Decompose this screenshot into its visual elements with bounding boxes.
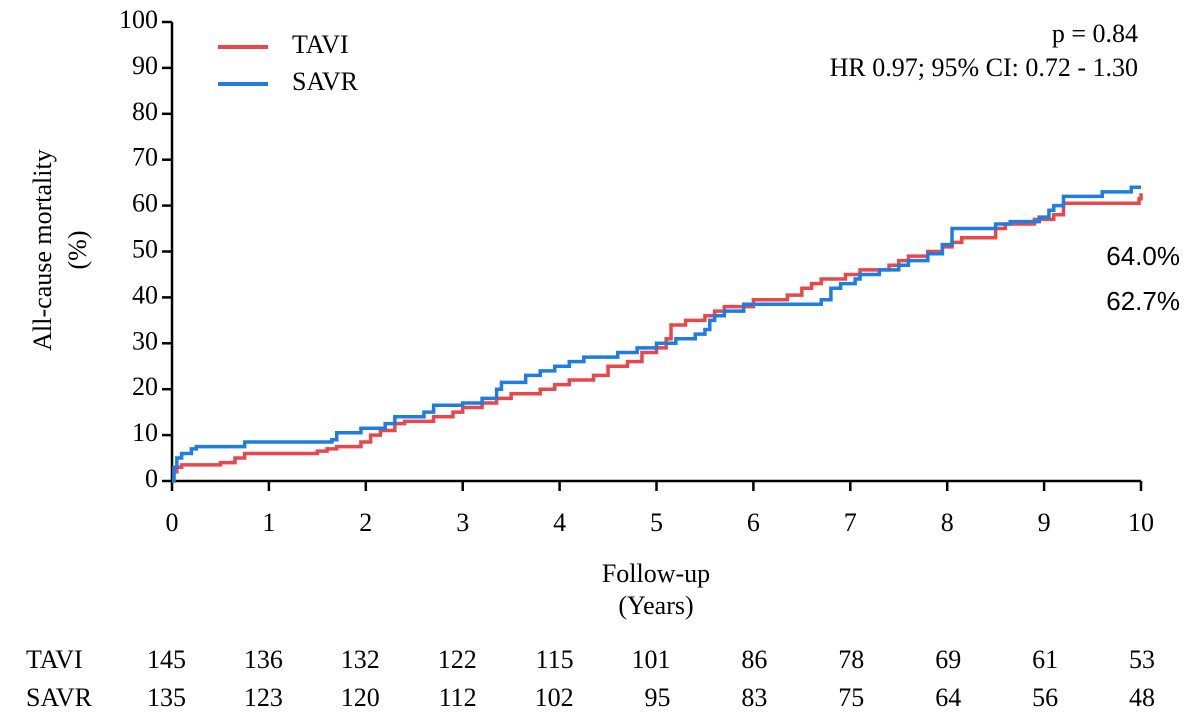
x-tick-label: 0 [166,508,179,537]
x-tick-label: 8 [941,508,954,537]
legend-label: SAVR [292,67,359,96]
km-curve [172,185,1141,483]
risk-count: 61 [1032,645,1058,674]
y-axis-label: All-cause mortality [28,149,57,350]
y-tick-label: 20 [132,372,158,401]
y-tick-label: 10 [132,418,158,447]
risk-row-label: SAVR [26,683,93,712]
risk-count: 53 [1129,645,1155,674]
x-tick-label: 3 [456,508,469,537]
risk-count: 135 [147,683,186,712]
risk-count: 132 [341,645,380,674]
x-tick-label: 1 [262,508,275,537]
end-label: 64.0% [1106,241,1180,271]
y-axis-label: (%) [63,231,92,270]
risk-count: 86 [741,645,767,674]
x-tick-label: 9 [1038,508,1051,537]
annotation: p = 0.84 [1052,19,1138,48]
annotation: HR 0.97; 95% CI: 0.72 - 1.30 [830,53,1138,82]
risk-count: 75 [838,683,864,712]
km-curve [172,193,1143,483]
risk-count: 145 [147,645,186,674]
end-label: 62.7% [1106,286,1180,316]
risk-count: 136 [244,645,283,674]
y-tick-label: 100 [119,5,158,34]
x-axis-label: (Years) [618,591,693,620]
risk-count: 83 [741,683,767,712]
risk-count: 123 [244,683,283,712]
x-tick-label: 6 [747,508,760,537]
x-axis-label: Follow-up [602,559,710,588]
risk-count: 122 [438,645,477,674]
y-tick-label: 80 [132,97,158,126]
y-tick-label: 30 [132,326,158,355]
risk-count: 64 [935,683,961,712]
risk-count: 95 [645,683,671,712]
risk-count: 78 [838,645,864,674]
y-tick-label: 40 [132,280,158,309]
y-tick-label: 0 [145,464,158,493]
risk-row-label: TAVI [26,645,83,674]
x-tick-label: 2 [359,508,372,537]
risk-count: 115 [536,645,574,674]
risk-count: 101 [632,645,671,674]
risk-count: 120 [341,683,380,712]
risk-count: 56 [1032,683,1058,712]
risk-count: 112 [439,683,477,712]
risk-count: 48 [1129,683,1155,712]
x-tick-label: 10 [1128,508,1154,537]
risk-count: 69 [935,645,961,674]
y-tick-label: 50 [132,234,158,263]
risk-count: 102 [535,683,574,712]
x-tick-label: 7 [844,508,857,537]
legend-label: TAVI [292,30,349,59]
y-tick-label: 70 [132,143,158,172]
x-tick-label: 5 [650,508,663,537]
y-tick-label: 60 [132,189,158,218]
x-tick-label: 4 [553,508,566,537]
y-tick-label: 90 [132,51,158,80]
